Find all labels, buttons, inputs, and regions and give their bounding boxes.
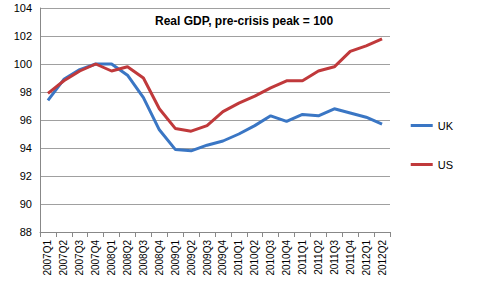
svg-text:2007Q4: 2007Q4 (90, 240, 101, 276)
svg-text:90: 90 (20, 198, 32, 210)
svg-text:Real GDP, pre-crisis peak = 10: Real GDP, pre-crisis peak = 100 (155, 14, 334, 28)
svg-text:2011Q1: 2011Q1 (297, 240, 308, 275)
svg-text:2011Q4: 2011Q4 (345, 240, 356, 275)
svg-text:2010Q1: 2010Q1 (233, 240, 244, 276)
svg-text:104: 104 (14, 2, 32, 14)
svg-text:94: 94 (20, 142, 32, 154)
svg-text:2009Q4: 2009Q4 (217, 240, 228, 276)
svg-text:2010Q4: 2010Q4 (281, 240, 292, 276)
svg-text:92: 92 (20, 170, 32, 182)
svg-text:2011Q2: 2011Q2 (313, 240, 324, 275)
svg-text:88: 88 (20, 226, 32, 238)
svg-text:2007Q3: 2007Q3 (74, 240, 85, 276)
svg-text:98: 98 (20, 86, 32, 98)
svg-text:2008Q3: 2008Q3 (138, 240, 149, 276)
svg-text:US: US (438, 159, 453, 171)
svg-text:2012Q2: 2012Q2 (377, 240, 388, 276)
svg-text:2008Q1: 2008Q1 (106, 240, 117, 276)
svg-text:2012Q1: 2012Q1 (361, 240, 372, 276)
svg-text:2008Q4: 2008Q4 (154, 240, 165, 276)
svg-text:2011Q3: 2011Q3 (329, 240, 340, 275)
svg-text:UK: UK (438, 120, 454, 132)
svg-text:96: 96 (20, 114, 32, 126)
svg-text:2010Q2: 2010Q2 (249, 240, 260, 276)
svg-text:2009Q3: 2009Q3 (202, 240, 213, 276)
svg-text:100: 100 (14, 58, 32, 70)
svg-text:2008Q2: 2008Q2 (122, 240, 133, 276)
svg-text:2007Q1: 2007Q1 (42, 240, 53, 276)
svg-text:2007Q2: 2007Q2 (58, 240, 69, 276)
svg-text:2009Q1: 2009Q1 (170, 240, 181, 276)
svg-text:2010Q3: 2010Q3 (265, 240, 276, 276)
svg-text:102: 102 (14, 30, 32, 42)
svg-text:2009Q2: 2009Q2 (186, 240, 197, 276)
